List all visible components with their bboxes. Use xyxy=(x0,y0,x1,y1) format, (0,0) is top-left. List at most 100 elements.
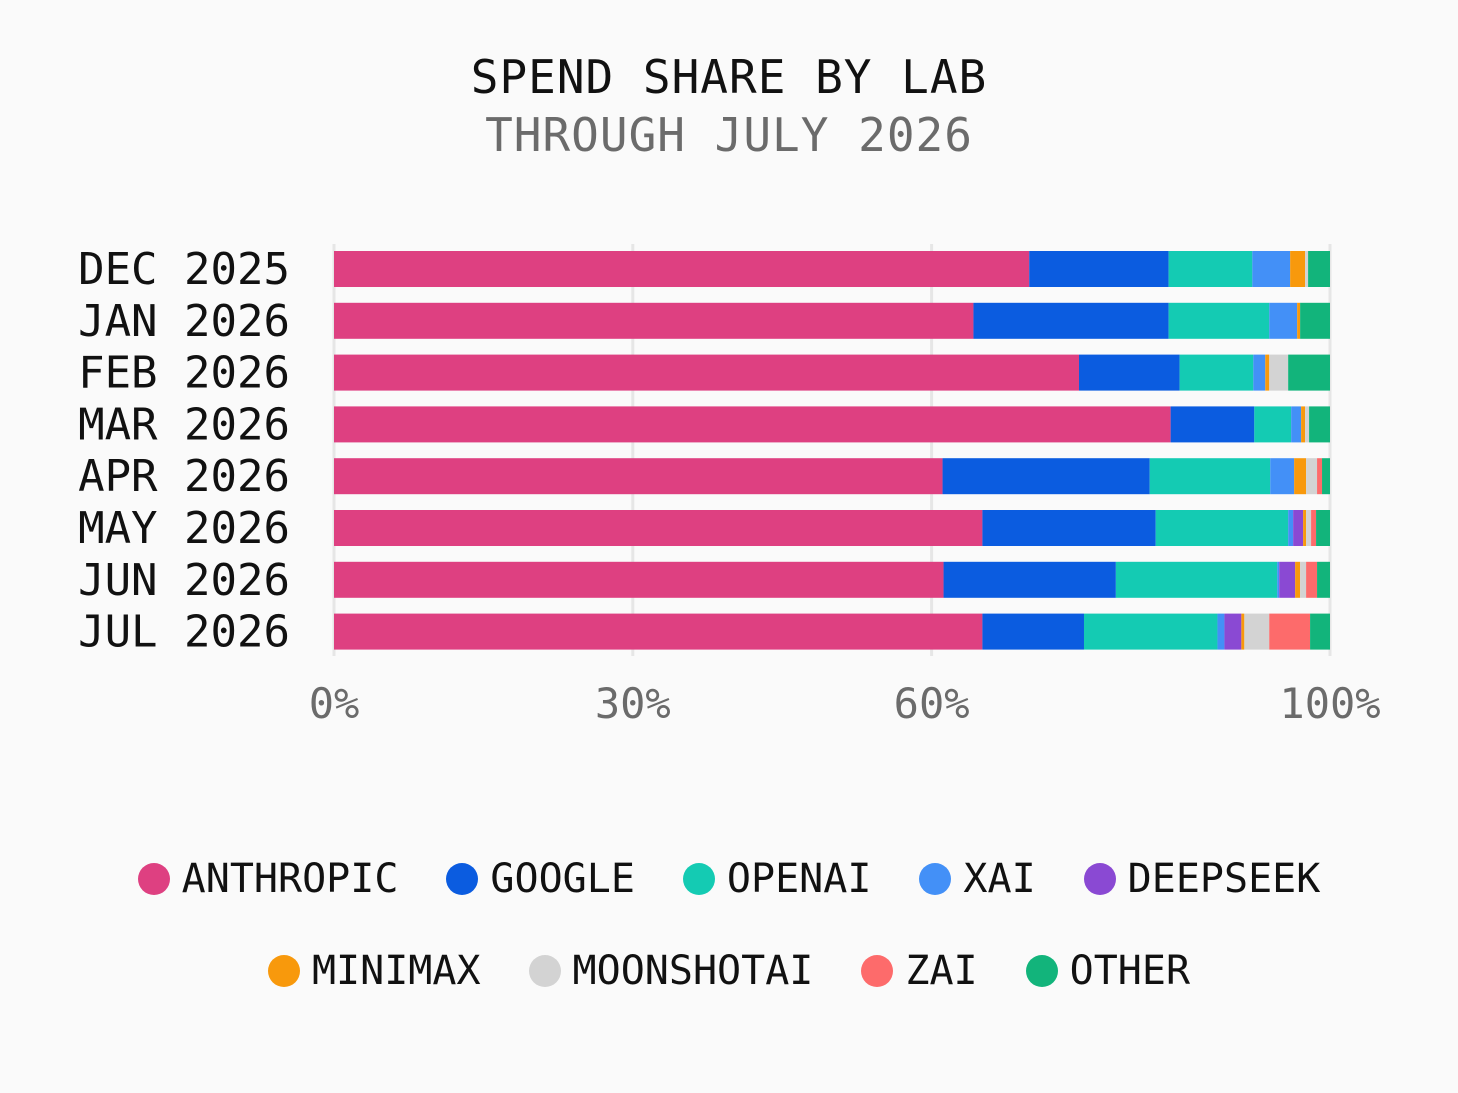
category-label: JUL 2026 xyxy=(78,607,290,658)
bar-segment-other xyxy=(1308,251,1330,287)
bar-segment-moonshotai xyxy=(1306,510,1312,546)
bar-segment-moonshotai xyxy=(1244,613,1270,650)
category-label: JUN 2026 xyxy=(78,555,290,606)
bar-segment-minimax xyxy=(1290,251,1306,287)
bar-segment-openai xyxy=(1149,458,1271,495)
legend-label: ANTHROPIC xyxy=(181,856,399,902)
x-tick-label-30: 30% xyxy=(595,679,671,728)
legend-label: DEEPSEEK xyxy=(1127,856,1321,902)
legend-item-anthropic: ANTHROPIC xyxy=(137,856,399,902)
bar-segment-google xyxy=(1029,251,1169,287)
legend-swatch xyxy=(1025,955,1058,987)
bar-segment-anthropic xyxy=(334,561,944,598)
category-label: MAY 2026 xyxy=(78,503,290,554)
bar-segment-xai xyxy=(1288,510,1294,546)
bar-segment-other xyxy=(1309,406,1330,443)
legend-label: OPENAI xyxy=(726,856,872,902)
bar-segment-openai xyxy=(1254,406,1292,443)
bar-segment-zai xyxy=(1311,510,1317,546)
bar-segment-minimax xyxy=(1294,458,1307,495)
bar-segment-deepseek xyxy=(1224,613,1242,650)
bar-segment-anthropic xyxy=(334,251,1030,287)
bar-segment-xai xyxy=(1291,406,1302,443)
chart-subtitle: THROUGH JULY 2026 xyxy=(485,108,973,162)
bar-segment-google xyxy=(973,302,1169,339)
legend-item-deepseek: DEEPSEEK xyxy=(1083,856,1321,902)
legend-swatch xyxy=(861,955,894,987)
legend-row-2: MINIMAX MOONSHOTAI ZAI OTHER xyxy=(0,948,1458,994)
chart-title: SPEND SHARE BY LAB xyxy=(470,50,988,104)
bar-segment-moonshotai xyxy=(1300,561,1307,598)
legend-swatch xyxy=(528,955,561,987)
bar-segment-minimax xyxy=(1303,510,1307,546)
bar-segment-openai xyxy=(1083,613,1218,650)
bar-segment-anthropic xyxy=(334,510,983,546)
legend-swatch xyxy=(1083,863,1116,895)
category-label: JAN 2026 xyxy=(78,296,290,347)
legend-item-google: GOOGLE xyxy=(446,856,635,902)
bar-segment-google xyxy=(982,510,1156,546)
category-label: APR 2026 xyxy=(78,451,290,502)
bar-segment-deepseek xyxy=(1293,510,1304,546)
legend-label: XAI xyxy=(963,856,1036,902)
bar-segment-minimax xyxy=(1301,406,1306,443)
bar-segment-minimax xyxy=(1295,561,1301,598)
legend-item-openai: OPENAI xyxy=(682,856,872,902)
x-tick-label-0: 0% xyxy=(309,679,360,728)
bar-segment-anthropic xyxy=(334,458,943,495)
legend-row-1: ANTHROPIC GOOGLE OPENAI XAI DEEPSEEK xyxy=(0,856,1458,902)
bar-segment-zai xyxy=(1306,561,1318,598)
bar-segment-minimax xyxy=(1241,613,1245,650)
bar-segment-deepseek xyxy=(1279,561,1296,598)
bar-segment-openai xyxy=(1115,561,1278,598)
bar-segment-google xyxy=(942,458,1150,495)
legend-swatch xyxy=(682,863,715,895)
category-label: DEC 2025 xyxy=(78,244,290,295)
legend-item-other: OTHER xyxy=(1025,948,1191,994)
bar-segment-anthropic xyxy=(334,406,1171,443)
legend-item-zai: ZAI xyxy=(861,948,978,994)
bar-segment-xai xyxy=(1270,458,1295,495)
legend-label: GOOGLE xyxy=(490,856,635,902)
legend-item-moonshotai: MOONSHOTAI xyxy=(528,948,814,994)
bar-segment-other xyxy=(1288,354,1330,391)
bar-segment-moonshotai xyxy=(1269,354,1289,391)
legend-label: MOONSHOTAI xyxy=(572,948,814,994)
x-tick-label-100: 100% xyxy=(1279,679,1380,728)
bar-segment-google xyxy=(1170,406,1255,443)
legend-swatch xyxy=(267,955,300,987)
bar-segment-xai xyxy=(1253,354,1266,391)
legend-item-xai: XAI xyxy=(919,856,1036,902)
bar-segment-openai xyxy=(1168,302,1270,339)
legend-swatch xyxy=(919,863,952,895)
bar-segment-moonshotai xyxy=(1305,251,1309,287)
legend-item-minimax: MINIMAX xyxy=(267,948,481,994)
legend-swatch xyxy=(446,863,479,895)
bar-segment-other xyxy=(1317,561,1330,598)
bar-segment-moonshotai xyxy=(1306,458,1318,495)
bar-segment-other xyxy=(1310,613,1330,650)
bar-segment-xai xyxy=(1217,613,1225,650)
bar-segment-google xyxy=(982,613,1084,650)
x-tick-label-60: 60% xyxy=(894,679,970,728)
bar-segment-other xyxy=(1316,510,1330,546)
category-label: MAR 2026 xyxy=(78,399,290,450)
bar-segment-xai xyxy=(1277,561,1280,598)
bar-segment-minimax xyxy=(1265,354,1270,391)
bar-segment-anthropic xyxy=(334,613,983,650)
bar-segment-moonshotai xyxy=(1305,406,1310,443)
category-label: FEB 2026 xyxy=(78,348,290,399)
bar-segment-anthropic xyxy=(334,354,1080,391)
bar-segment-minimax xyxy=(1297,302,1301,339)
bar-segment-openai xyxy=(1168,251,1253,287)
bar-segment-zai xyxy=(1317,458,1323,495)
bar-segment-other xyxy=(1300,302,1330,339)
legend-label: OTHER xyxy=(1069,948,1191,994)
legend-swatch xyxy=(137,863,170,895)
bar-segment-anthropic xyxy=(334,302,974,339)
bar-segment-xai xyxy=(1269,302,1298,339)
bar-segment-zai xyxy=(1269,613,1311,650)
bar-segment-xai xyxy=(1252,251,1291,287)
